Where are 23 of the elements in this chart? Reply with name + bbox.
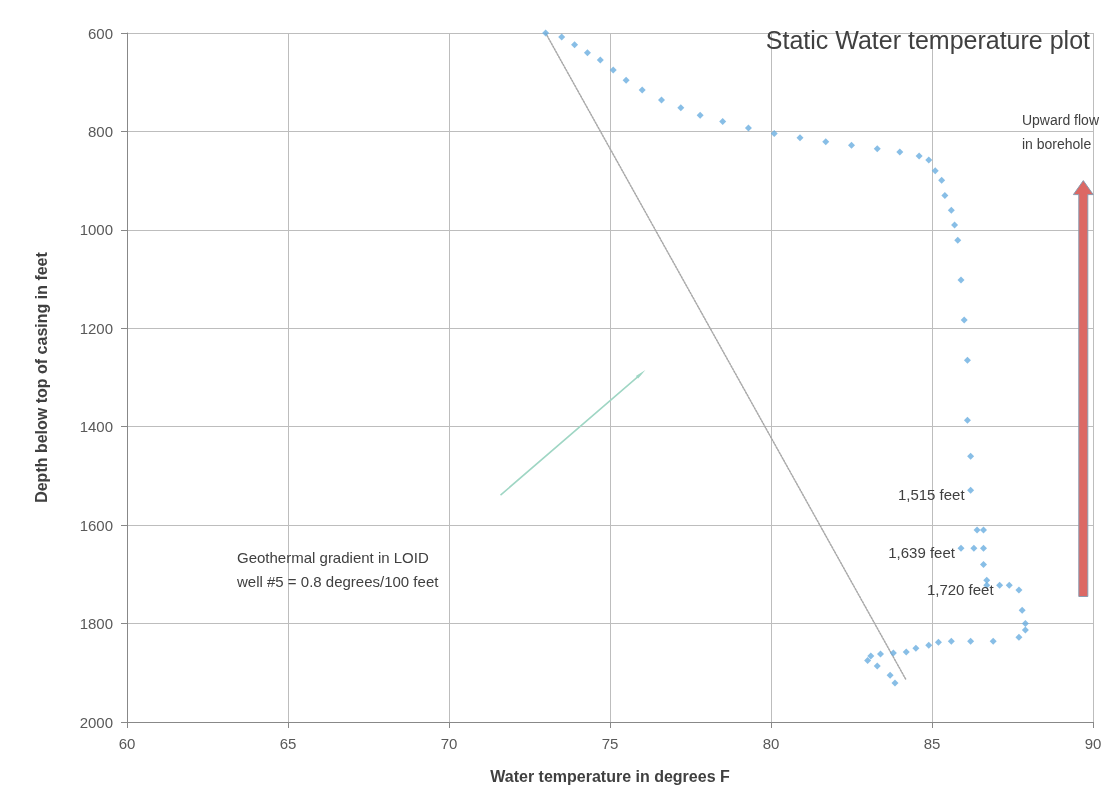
annotation: 1,720 feet — [926, 580, 995, 598]
annotation: 1,515 feet — [897, 485, 966, 503]
x-tick-label: 65 — [279, 735, 297, 752]
x-tick-label: 70 — [440, 735, 458, 752]
y-tick-label: 800 — [87, 122, 113, 140]
x-tick-label: 90 — [1084, 735, 1102, 752]
x-tick-label: 60 — [118, 735, 136, 752]
y-tick-label: 1200 — [79, 319, 113, 337]
annotation: Geothermal gradient in LOID well #5 = 0.8 degrees/100 feet — [236, 548, 440, 590]
x-tick-label: 80 — [762, 735, 780, 752]
annotation: Upward flow in borehole — [1021, 112, 1100, 152]
y-tick-label: 600 — [87, 24, 113, 42]
y-tick-label: 1400 — [79, 418, 113, 436]
y-tick-label: 1800 — [79, 615, 113, 633]
y-axis-title: Depth below top of casing in feet — [32, 251, 50, 503]
annotation: 1,639 feet — [888, 543, 956, 561]
chart-title: Static Water temperature plot — [765, 25, 1091, 54]
y-tick-label: 2000 — [79, 713, 113, 731]
x-tick-label: 75 — [601, 735, 619, 752]
y-tick-label: 1000 — [79, 221, 113, 239]
y-tick-label: 1600 — [79, 516, 113, 534]
x-tick-label: 85 — [923, 735, 941, 752]
x-axis-title: Water temperature in degrees F — [490, 767, 730, 785]
